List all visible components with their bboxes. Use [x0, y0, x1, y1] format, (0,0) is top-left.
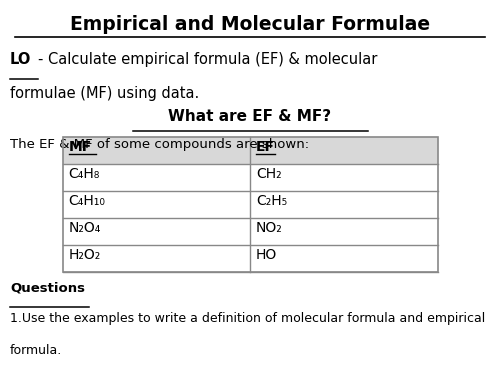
- Text: EF: EF: [256, 140, 275, 154]
- Text: CH₂: CH₂: [256, 167, 281, 181]
- Text: Empirical and Molecular Formulae: Empirical and Molecular Formulae: [70, 15, 430, 34]
- Text: 1.Use the examples to write a definition of molecular formula and empirical: 1.Use the examples to write a definition…: [10, 312, 485, 325]
- FancyBboxPatch shape: [62, 137, 438, 164]
- Text: H₂O₂: H₂O₂: [68, 248, 101, 262]
- Text: NO₂: NO₂: [256, 221, 283, 235]
- Text: - Calculate empirical formula (EF) & molecular: - Calculate empirical formula (EF) & mol…: [38, 52, 377, 67]
- Text: HO: HO: [256, 248, 277, 262]
- Text: C₄H₈: C₄H₈: [68, 167, 100, 181]
- Text: MF: MF: [68, 140, 92, 154]
- Text: C₂H₅: C₂H₅: [256, 194, 287, 208]
- Text: The EF & MF of some compounds are shown:: The EF & MF of some compounds are shown:: [10, 138, 309, 151]
- Text: formulae (MF) using data.: formulae (MF) using data.: [10, 86, 199, 101]
- Text: Questions: Questions: [10, 281, 85, 294]
- Text: C₄H₁₀: C₄H₁₀: [68, 194, 106, 208]
- Text: formula.: formula.: [10, 344, 62, 357]
- Text: What are EF & MF?: What are EF & MF?: [168, 109, 332, 124]
- Text: N₂O₄: N₂O₄: [68, 221, 101, 235]
- Text: LO: LO: [10, 52, 32, 67]
